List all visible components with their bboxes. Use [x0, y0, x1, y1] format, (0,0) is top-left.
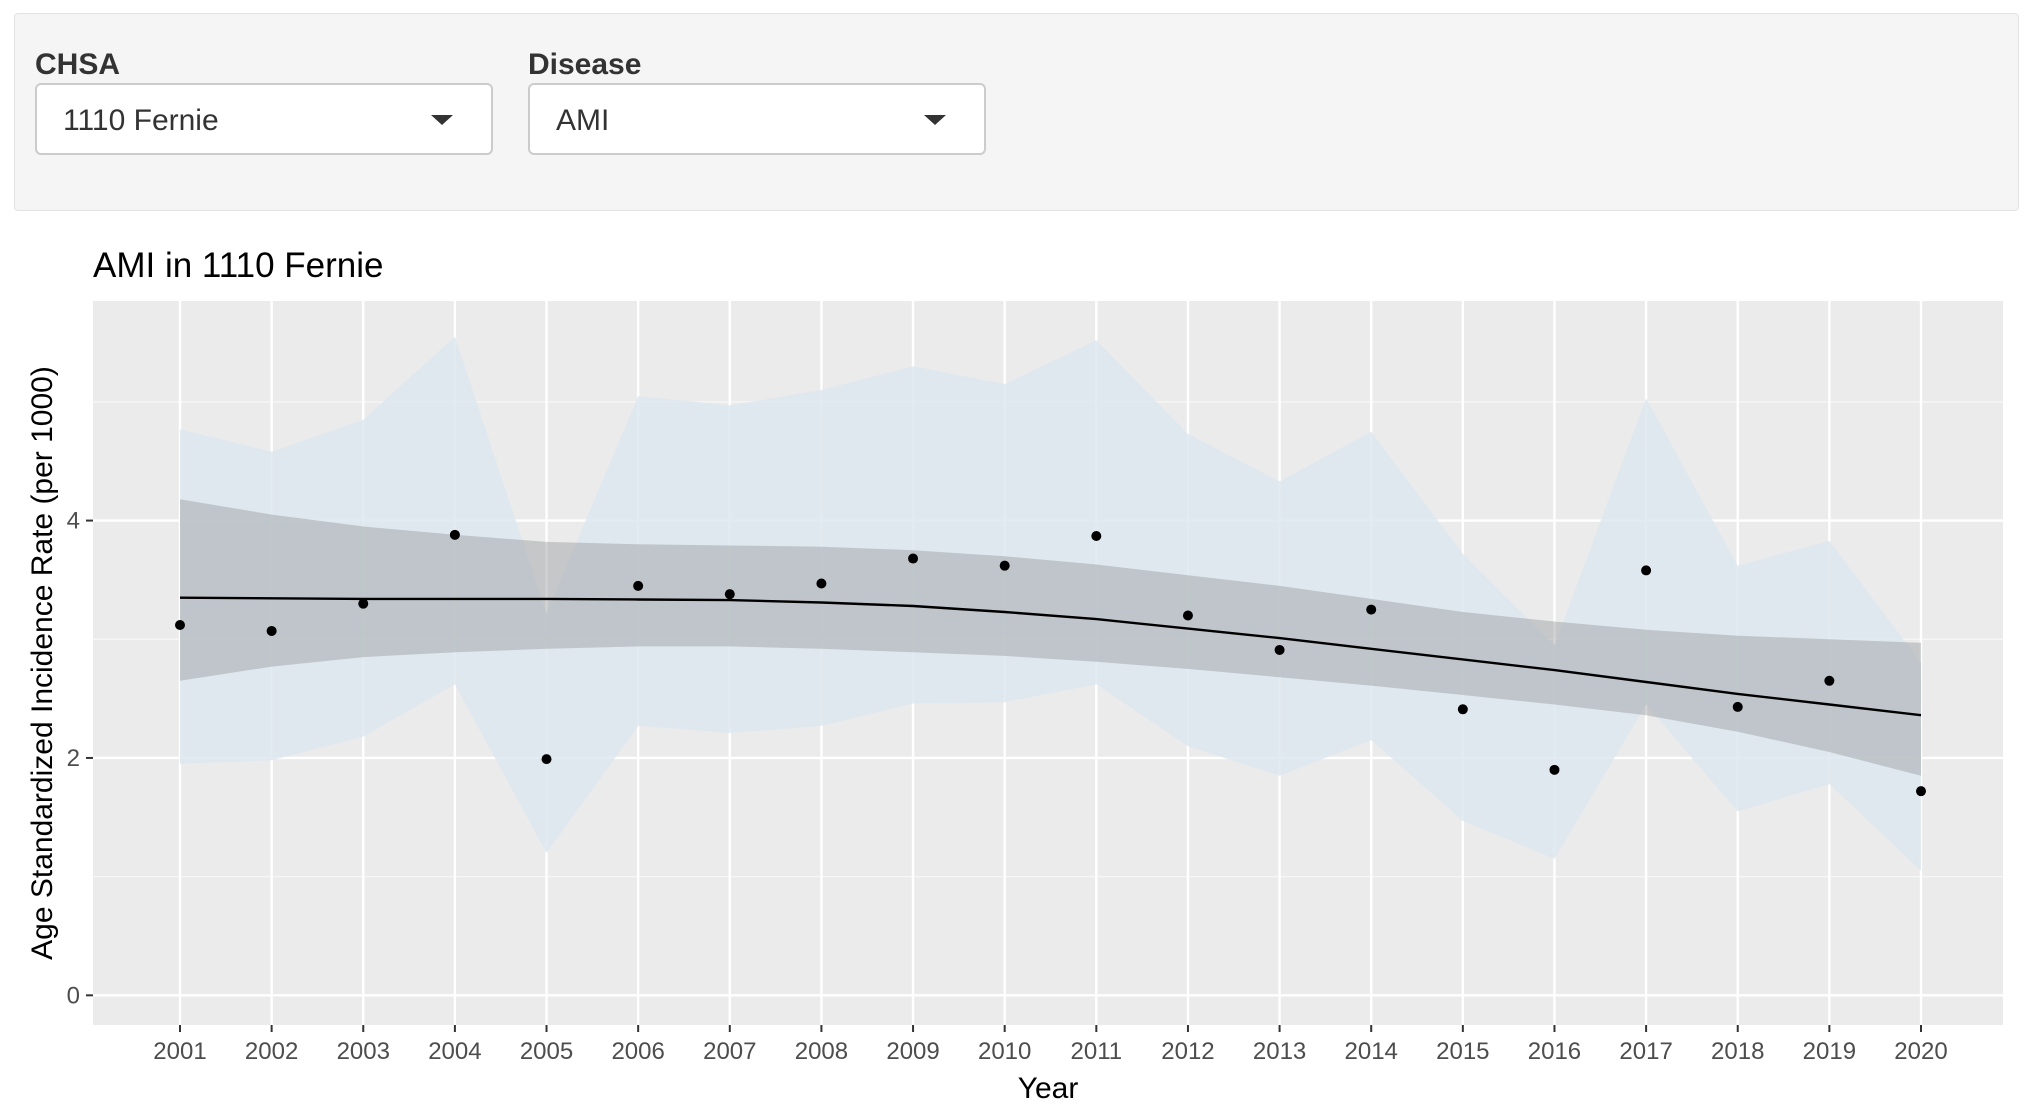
- x-tick-label: 2009: [886, 1038, 939, 1065]
- data-points-layer: [175, 529, 1926, 797]
- y-axis-title: Age Standardized Incidence Rate (per 100…: [26, 366, 59, 960]
- data-point: [449, 529, 460, 540]
- chevron-down-icon: [924, 115, 946, 125]
- x-tick-label: 2020: [1894, 1038, 1947, 1065]
- smooth-ribbon-layer: [180, 499, 1921, 776]
- x-tick-label: 2007: [703, 1038, 756, 1065]
- x-tick-label: 2013: [1253, 1038, 1306, 1065]
- confidence-band: [180, 336, 1921, 871]
- x-tick-label: 2003: [337, 1038, 390, 1065]
- data-point: [1457, 704, 1468, 715]
- y-tick-label: 0: [67, 982, 80, 1009]
- smooth-ribbon: [180, 499, 1921, 776]
- data-point: [1641, 565, 1652, 576]
- chsa-select-value: 1110 Fernie: [63, 104, 219, 137]
- x-tick-label: 2019: [1803, 1038, 1856, 1065]
- x-tick-label: 2010: [978, 1038, 1031, 1065]
- x-tick-label: 2001: [153, 1038, 206, 1065]
- disease-label: Disease: [528, 48, 642, 81]
- confidence-band-layer: [180, 336, 1921, 871]
- y-axis: 0 2 4: [67, 508, 93, 1009]
- data-point: [724, 589, 735, 600]
- x-tick-label: 2016: [1528, 1038, 1581, 1065]
- x-axis: 2001 2002 2003 2004 2005 2006 2007 2008 2009 2010…: [153, 1025, 1948, 1065]
- y-tick-label: 2: [67, 745, 80, 772]
- x-tick-label: 2017: [1619, 1038, 1672, 1065]
- x-tick-label: 2018: [1711, 1038, 1764, 1065]
- data-point: [816, 578, 827, 589]
- incidence-chart: AMI in 1110 Fernie 2001 2002 2003 2004 2005 2…: [26, 246, 2003, 1105]
- y-tick-label: 4: [67, 508, 80, 535]
- data-point: [633, 580, 644, 591]
- data-point: [175, 620, 185, 631]
- x-tick-label: 2004: [428, 1038, 481, 1065]
- data-point: [1549, 764, 1560, 775]
- smooth-trend-line: [179, 596, 1922, 717]
- disease-select-value: AMI: [556, 104, 610, 137]
- data-point: [266, 625, 277, 636]
- x-axis-title: Year: [1018, 1072, 1079, 1105]
- input-panel: CHSA 1110 Fernie Disease AMI: [14, 13, 2019, 211]
- data-point: [1274, 644, 1285, 655]
- x-tick-label: 2014: [1345, 1038, 1398, 1065]
- data-point: [999, 560, 1010, 571]
- data-point: [541, 754, 552, 765]
- x-tick-label: 2002: [245, 1038, 298, 1065]
- x-tick-label: 2012: [1161, 1038, 1214, 1065]
- chart-title: AMI in 1110 Fernie: [93, 246, 384, 285]
- data-point: [358, 598, 369, 609]
- data-point: [908, 553, 919, 564]
- data-point: [1916, 786, 1926, 797]
- x-tick-label: 2006: [611, 1038, 664, 1065]
- data-point: [1182, 610, 1193, 621]
- x-tick-label: 2008: [795, 1038, 848, 1065]
- x-tick-label: 2011: [1071, 1038, 1123, 1065]
- smooth-line-layer: [179, 596, 1922, 717]
- chevron-down-icon: [431, 115, 453, 125]
- disease-select[interactable]: AMI: [528, 83, 986, 155]
- data-point: [1732, 701, 1743, 712]
- x-tick-label: 2015: [1436, 1038, 1489, 1065]
- chsa-select[interactable]: 1110 Fernie: [35, 83, 493, 155]
- data-point: [1366, 604, 1377, 615]
- chsa-label: CHSA: [35, 48, 121, 81]
- x-tick-label: 2005: [520, 1038, 573, 1065]
- data-point: [1091, 531, 1102, 542]
- data-point: [1824, 675, 1835, 686]
